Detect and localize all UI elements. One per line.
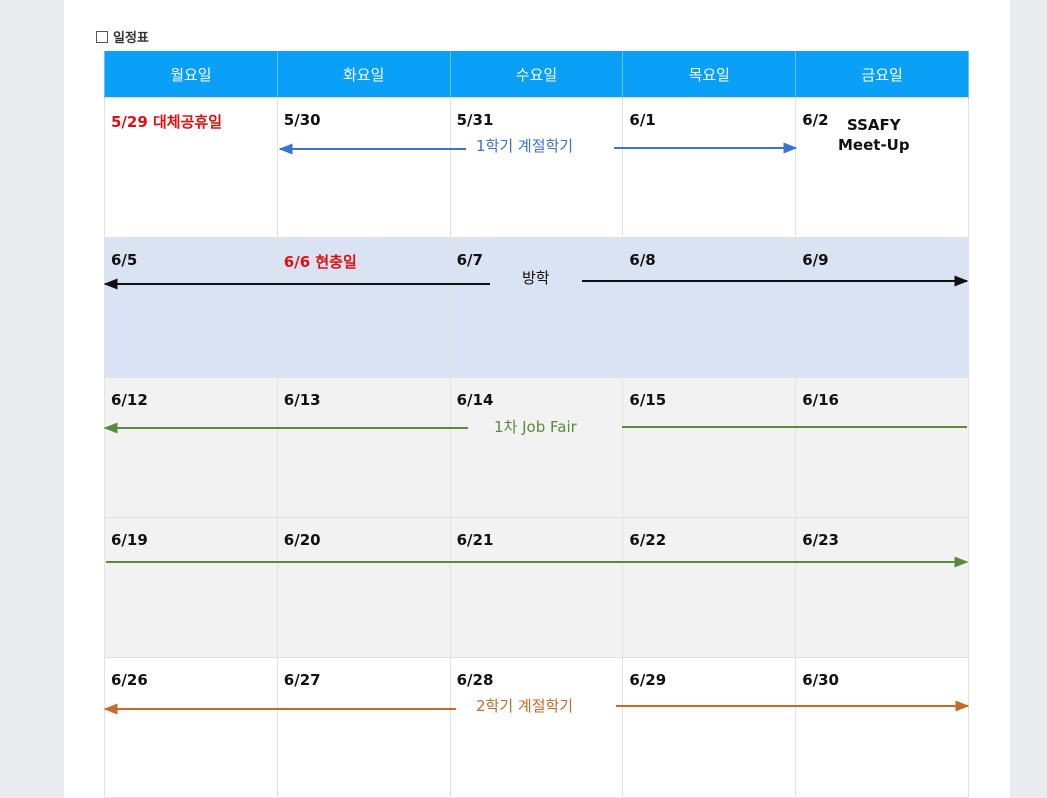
day-cell: 6/26 xyxy=(104,657,278,798)
day-label: 6/7 xyxy=(456,251,483,269)
day-cell: 6/8 xyxy=(622,237,797,378)
weekday-header-wed: 수요일 xyxy=(449,51,624,98)
day-label: 6/15 xyxy=(629,391,667,409)
day-label: 6/21 xyxy=(456,531,494,549)
day-label: 6/12 xyxy=(111,391,148,409)
day-label: 6/14 xyxy=(456,391,494,409)
weekday-header-thu: 목요일 xyxy=(622,51,797,98)
schedule-title: 일정표 xyxy=(96,27,149,46)
day-cell: 6/23 xyxy=(795,517,969,658)
day-cell: 6/6 현충일 xyxy=(276,237,451,378)
day-label: 6/1 xyxy=(629,111,656,129)
span-label-summer-session-2: 2학기 계절학기 xyxy=(466,695,584,716)
week-row: 6/5 6/6 현충일 6/7 6/8 6/9 xyxy=(104,237,969,378)
day-label: 6/23 xyxy=(802,531,839,549)
day-label: 6/16 xyxy=(802,391,839,409)
day-cell: 6/13 xyxy=(276,377,451,518)
day-cell: 6/5 xyxy=(104,237,278,378)
day-label: 6/20 xyxy=(283,531,321,549)
day-cell: 6/28 xyxy=(449,657,624,798)
schedule-title-text: 일정표 xyxy=(113,31,149,46)
event-note-meetup: SSAFY Meet-Up xyxy=(838,115,910,155)
day-label: 6/6 현충일 xyxy=(283,253,357,271)
day-cell: 6/20 xyxy=(276,517,451,658)
day-label: 5/29 대체공휴일 xyxy=(111,113,223,131)
day-cell: 6/15 xyxy=(622,377,797,518)
day-cell: 6/1 xyxy=(622,97,797,238)
day-label: 6/8 xyxy=(629,251,656,269)
day-label: 5/30 xyxy=(283,111,321,129)
week-row: 5/29 대체공휴일 5/30 5/31 6/1 6/2 xyxy=(104,97,969,238)
day-cell: 6/7 xyxy=(449,237,624,378)
span-label-vacation: 방학 xyxy=(512,267,560,288)
week-row: 6/19 6/20 6/21 6/22 6/23 xyxy=(104,517,969,658)
day-label: 5/31 xyxy=(456,111,494,129)
day-cell: 5/30 xyxy=(276,97,451,238)
day-label: 6/5 xyxy=(111,251,138,269)
weekday-header-fri: 금요일 xyxy=(795,51,969,98)
day-cell: 5/29 대체공휴일 xyxy=(104,97,278,238)
day-label: 6/26 xyxy=(111,671,148,689)
day-cell: 6/19 xyxy=(104,517,278,658)
day-cell: 6/2 xyxy=(795,97,969,238)
weekday-header-row: 월요일 화요일 수요일 목요일 금요일 xyxy=(104,51,969,98)
day-cell: 6/27 xyxy=(276,657,451,798)
day-cell: 6/22 xyxy=(622,517,797,658)
event-note-line1: SSAFY xyxy=(846,116,901,134)
day-label: 6/19 xyxy=(111,531,148,549)
weekday-header-tue: 화요일 xyxy=(276,51,451,98)
weekday-header-mon: 월요일 xyxy=(104,51,278,98)
day-label: 6/30 xyxy=(802,671,839,689)
day-cell: 6/30 xyxy=(795,657,969,798)
day-label: 6/13 xyxy=(283,391,321,409)
day-label: 6/28 xyxy=(456,671,494,689)
day-label: 6/22 xyxy=(629,531,667,549)
day-cell: 6/9 xyxy=(795,237,969,378)
day-label: 6/2 xyxy=(802,111,829,129)
day-cell: 6/12 xyxy=(104,377,278,518)
day-cell: 5/31 xyxy=(449,97,624,238)
day-label: 6/9 xyxy=(802,251,829,269)
schedule-calendar: 월요일 화요일 수요일 목요일 금요일 5/29 대체공휴일 5/30 5/31… xyxy=(104,51,969,798)
day-cell: 6/14 xyxy=(449,377,624,518)
span-label-job-fair: 1차 Job Fair xyxy=(484,416,587,437)
day-cell: 6/21 xyxy=(449,517,624,658)
span-label-summer-session-1: 1학기 계절학기 xyxy=(466,135,584,156)
event-note-line2: Meet-Up xyxy=(838,136,910,154)
day-label: 6/29 xyxy=(629,671,667,689)
day-cell: 6/29 xyxy=(622,657,797,798)
week-row: 6/26 6/27 6/28 6/29 6/30 xyxy=(104,657,969,798)
day-label: 6/27 xyxy=(283,671,321,689)
checkbox-square-icon xyxy=(96,30,108,43)
day-cell: 6/16 xyxy=(795,377,969,518)
week-row: 6/12 6/13 6/14 6/15 6/16 xyxy=(104,377,969,518)
